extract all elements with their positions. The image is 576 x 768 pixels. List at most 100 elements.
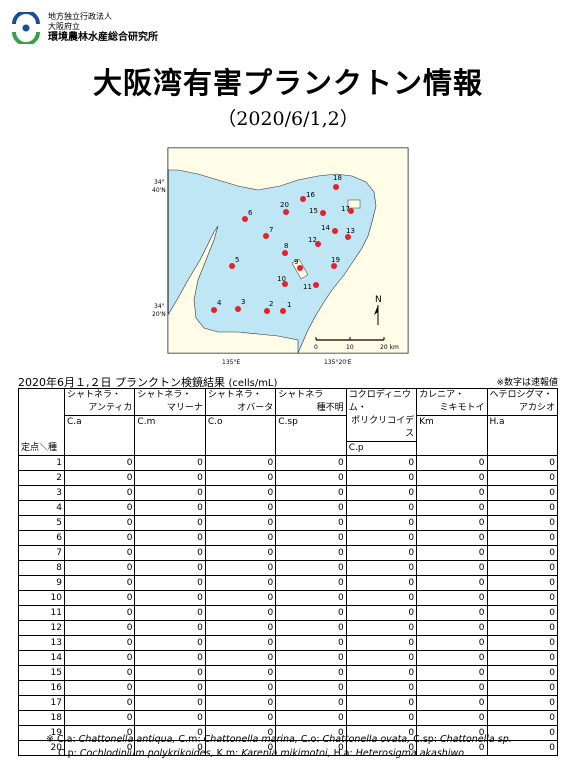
- scale-20: 20 km: [380, 344, 399, 351]
- lon-right-label: 135°20'E: [324, 359, 352, 366]
- cell-value: 0: [134, 530, 206, 546]
- cell-value: 0: [134, 650, 206, 666]
- footnote-species: Cochlodinium polykrikoides,: [79, 748, 217, 759]
- station-number: 17: [18, 695, 65, 711]
- cell-value: 0: [204, 740, 277, 756]
- station-label-3: 3: [241, 298, 245, 306]
- cell-value: 0: [416, 695, 488, 711]
- station-label-15: 15: [309, 207, 318, 215]
- station-number: 13: [18, 635, 65, 651]
- cell-value: 0: [63, 455, 136, 471]
- lat-bottom-label-2: 20'N: [152, 311, 166, 318]
- column-header-name-2: ミキモトイ: [439, 403, 485, 413]
- cell-value: 0: [204, 485, 277, 501]
- institute-logo-icon: [12, 12, 40, 44]
- column-header-name-2: オバータ: [237, 403, 274, 413]
- station-marker-3: [235, 306, 241, 312]
- cell-value: 0: [275, 455, 347, 471]
- organization-name: 地方独立行政法人 大阪府立 環境農林水産総合研究所: [48, 12, 158, 44]
- land-osaka: [167, 147, 409, 354]
- footnote-mark: ※: [46, 734, 57, 745]
- column-header-name-2: アンティカ: [88, 403, 133, 413]
- cell-value: 0: [134, 500, 206, 516]
- cell-value: 0: [204, 680, 277, 696]
- cell-value: 0: [486, 710, 559, 726]
- table-row: 18 0 0 0 0 0 0 0: [18, 710, 559, 726]
- cell-value: 0: [345, 605, 418, 621]
- station-number: 3: [18, 485, 65, 501]
- cell-value: 0: [345, 500, 418, 516]
- cell-value: 0: [486, 515, 559, 531]
- station-label-8: 8: [284, 242, 288, 250]
- cell-value: 0: [345, 740, 418, 756]
- scale-10: 10: [346, 344, 354, 351]
- station-number: 12: [18, 620, 65, 636]
- station-marker-10: [282, 281, 288, 287]
- station-label-14: 14: [321, 224, 330, 232]
- preliminary-note: ※数字は速報値: [496, 378, 558, 388]
- cell-value: 0: [486, 500, 559, 516]
- cell-value: 0: [275, 545, 347, 561]
- cell-value: 0: [486, 530, 559, 546]
- port-island: [347, 199, 361, 209]
- station-label-12: 12: [308, 236, 317, 244]
- cell-value: 0: [275, 710, 347, 726]
- table-row: 10 0 0 0 0 0 0 0: [18, 590, 559, 606]
- cell-value: 0: [486, 635, 559, 651]
- cell-value: 0: [63, 620, 136, 636]
- cell-value: 0: [204, 605, 277, 621]
- cell-value: 0: [63, 575, 136, 591]
- org-line1: 地方独立行政法人: [48, 12, 112, 21]
- cell-value: 0: [63, 635, 136, 651]
- station-marker-14: [332, 228, 338, 234]
- cell-value: 0: [345, 695, 418, 711]
- cell-value: 0: [345, 590, 418, 606]
- cell-value: 0: [275, 650, 347, 666]
- station-marker-7: [263, 233, 269, 239]
- cell-value: 0: [134, 665, 206, 681]
- station-label-13: 13: [346, 227, 355, 235]
- cell-value: 0: [134, 545, 206, 561]
- column-header-code: C.a: [65, 415, 135, 429]
- station-label-16: 16: [306, 191, 315, 199]
- cell-value: 0: [486, 545, 559, 561]
- table-row: 17 0 0 0 0 0 0 0: [18, 695, 559, 711]
- cell-value: 0: [275, 635, 347, 651]
- cell-value: 0: [345, 665, 418, 681]
- cell-value: 0: [486, 455, 559, 471]
- column-header-c-m: シャトネラ・ マリーナ C.m: [134, 388, 206, 456]
- page-title: 大阪湾有害プランクトン情報: [92, 66, 483, 100]
- cell-value: 0: [416, 575, 488, 591]
- column-header-name-2: マリーナ: [166, 403, 203, 413]
- cell-value: 0: [275, 515, 347, 531]
- cell-value: 0: [63, 650, 136, 666]
- station-marker-9: [297, 265, 303, 271]
- station-marker-16: [300, 196, 306, 202]
- station-number: 15: [18, 665, 65, 681]
- cell-value: 0: [134, 515, 206, 531]
- station-marker-5: [229, 263, 235, 269]
- cell-value: 0: [63, 500, 136, 516]
- cell-value: 0: [204, 470, 277, 486]
- column-header-code: H.a: [487, 415, 557, 429]
- cell-value: 0: [134, 695, 206, 711]
- cell-value: 0: [275, 620, 347, 636]
- cell-value: 0: [134, 455, 206, 471]
- cell-value: 0: [134, 470, 206, 486]
- cell-value: 0: [416, 545, 488, 561]
- station-number: 2: [18, 470, 65, 486]
- column-header-name: シャトネラ・: [207, 390, 262, 400]
- station-number: 8: [18, 560, 65, 576]
- cell-value: 0: [134, 590, 206, 606]
- cell-value: 0: [416, 710, 488, 726]
- column-header-name: シャトネラ・: [137, 390, 192, 400]
- cell-value: 0: [204, 560, 277, 576]
- cell-value: 0: [345, 560, 418, 576]
- cell-value: 0: [134, 710, 206, 726]
- cell-value: 0: [345, 545, 418, 561]
